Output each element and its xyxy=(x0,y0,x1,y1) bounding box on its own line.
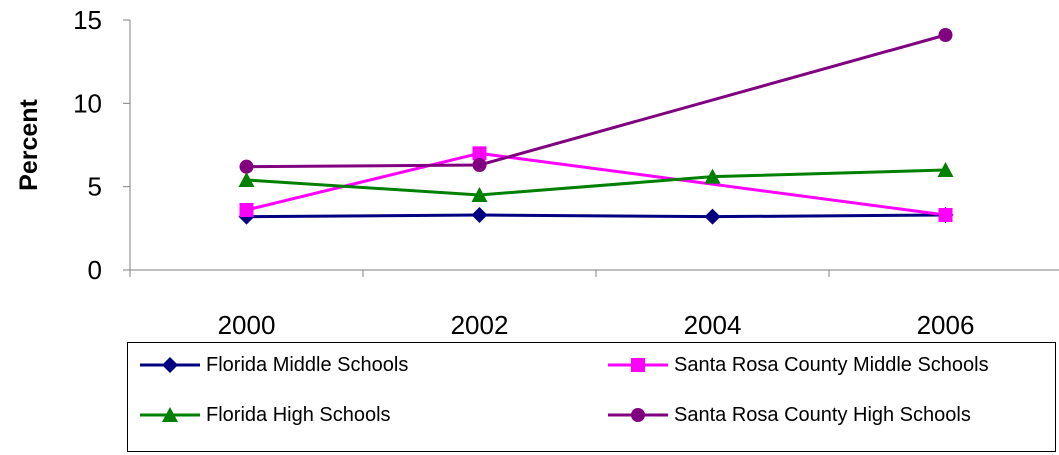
x-tick-label: 2002 xyxy=(451,310,509,340)
legend-marker xyxy=(631,408,645,422)
y-tick-label: 10 xyxy=(73,88,102,118)
x-tick-label: 2000 xyxy=(218,310,276,340)
y-axis-ticks: 0 5 10 15 xyxy=(73,5,130,285)
legend-label: Santa Rosa County High Schools xyxy=(674,403,971,426)
data-point-marker xyxy=(471,207,488,223)
series-line xyxy=(246,151,946,217)
series-markers xyxy=(238,28,954,225)
y-tick-label: 5 xyxy=(88,172,102,202)
series-lines xyxy=(246,33,946,219)
x-tick-label: 2004 xyxy=(684,310,742,340)
data-point-marker xyxy=(239,203,254,217)
data-point-marker xyxy=(938,208,953,222)
x-axis-ticks: 2000 2002 2004 2006 xyxy=(129,270,975,340)
line-chart: 0 5 10 15 2000 2002 2004 2006 Percent xyxy=(15,5,1059,340)
legend-marker xyxy=(162,407,178,422)
triangle-icon xyxy=(140,407,200,422)
legend-item-florida-high-schools: Florida High Schools xyxy=(138,400,391,430)
legend-label: Santa Rosa County Middle Schools xyxy=(674,353,989,376)
series-line xyxy=(246,168,946,197)
x-tick-label: 2006 xyxy=(917,310,975,340)
legend-label: Florida Middle Schools xyxy=(206,353,409,376)
square-icon xyxy=(608,358,668,372)
circle-icon xyxy=(608,408,668,422)
legend: Florida Middle Schools Santa Rosa County… xyxy=(127,342,1056,452)
data-point-marker xyxy=(937,162,954,177)
legend-marker xyxy=(631,358,645,372)
data-point-marker xyxy=(472,146,487,161)
y-axis-label: Percent xyxy=(15,98,43,190)
y-tick-label: 0 xyxy=(88,255,102,285)
series-line xyxy=(246,33,946,169)
legend-item-santa-rosa-middle-schools: Santa Rosa County Middle Schools xyxy=(606,350,989,380)
data-point-marker xyxy=(704,168,721,184)
legend-label: Florida High Schools xyxy=(206,403,391,426)
data-point-marker xyxy=(472,158,487,172)
series-line xyxy=(246,213,946,219)
legend-marker xyxy=(162,357,178,373)
diamond-icon xyxy=(140,357,200,373)
data-point-marker xyxy=(238,172,255,187)
data-point-marker xyxy=(704,208,721,225)
y-tick-label: 15 xyxy=(73,5,102,35)
data-point-marker xyxy=(938,28,953,42)
data-point-marker xyxy=(239,159,254,174)
plot-area xyxy=(129,20,1059,271)
legend-item-santa-rosa-high-schools: Santa Rosa County High Schools xyxy=(606,400,971,430)
legend-item-florida-middle-schools: Florida Middle Schools xyxy=(138,350,408,380)
data-point-marker xyxy=(471,187,488,202)
